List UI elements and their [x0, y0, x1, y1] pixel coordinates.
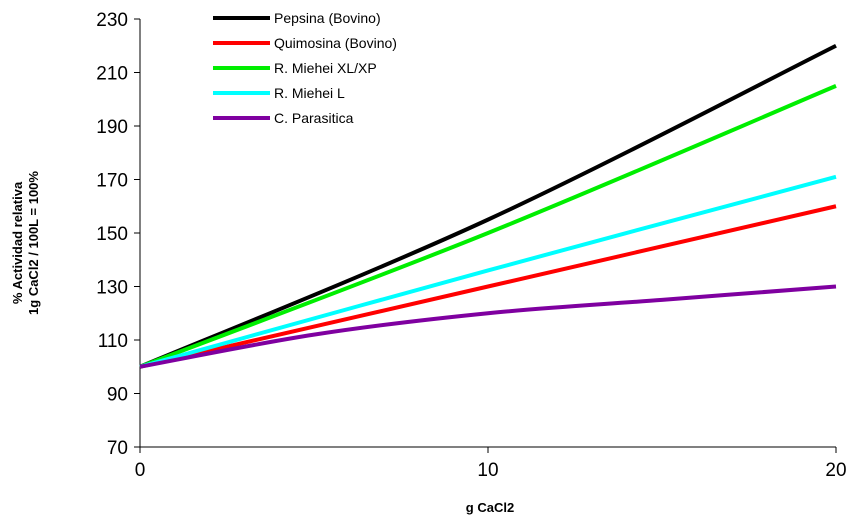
legend-label: Quimosina (Bovino) — [274, 35, 397, 51]
axes: 70 90 110 130 150 170 190 210 230 0 10 20 — [96, 10, 846, 481]
legend-label: C. Parasitica — [274, 110, 354, 126]
y-tick-label: 70 — [107, 438, 128, 459]
series-line-4 — [140, 177, 836, 367]
y-axis-title-line-1: % Actividad relativa — [10, 181, 25, 304]
x-tick-label: 10 — [477, 460, 498, 481]
y-tick-label: 170 — [96, 171, 128, 192]
legend-label: Pepsina (Bovino) — [274, 10, 381, 26]
legend-label: R. Miehei XL/XP — [274, 60, 377, 76]
x-tick-label: 0 — [135, 460, 146, 481]
y-tick-label: 130 — [96, 278, 128, 299]
x-tick-label: 20 — [825, 460, 846, 481]
legend: Pepsina (Bovino) Quimosina (Bovino) R. Mie… — [213, 10, 397, 126]
y-tick-label: 90 — [107, 385, 128, 406]
legend-label: R. Miehei L — [274, 85, 345, 101]
y-tick-label: 150 — [96, 224, 128, 245]
y-tick-label: 110 — [98, 331, 128, 352]
y-axis-title-line-2: 1g CaCl2 / 100L = 100% — [26, 171, 41, 315]
y-tick-label: 210 — [96, 64, 128, 85]
series-line-2 — [140, 206, 836, 367]
y-tick-label: 230 — [96, 10, 128, 31]
y-tick-label: 190 — [96, 117, 128, 138]
x-axis-title: g CaCl2 — [466, 500, 514, 515]
